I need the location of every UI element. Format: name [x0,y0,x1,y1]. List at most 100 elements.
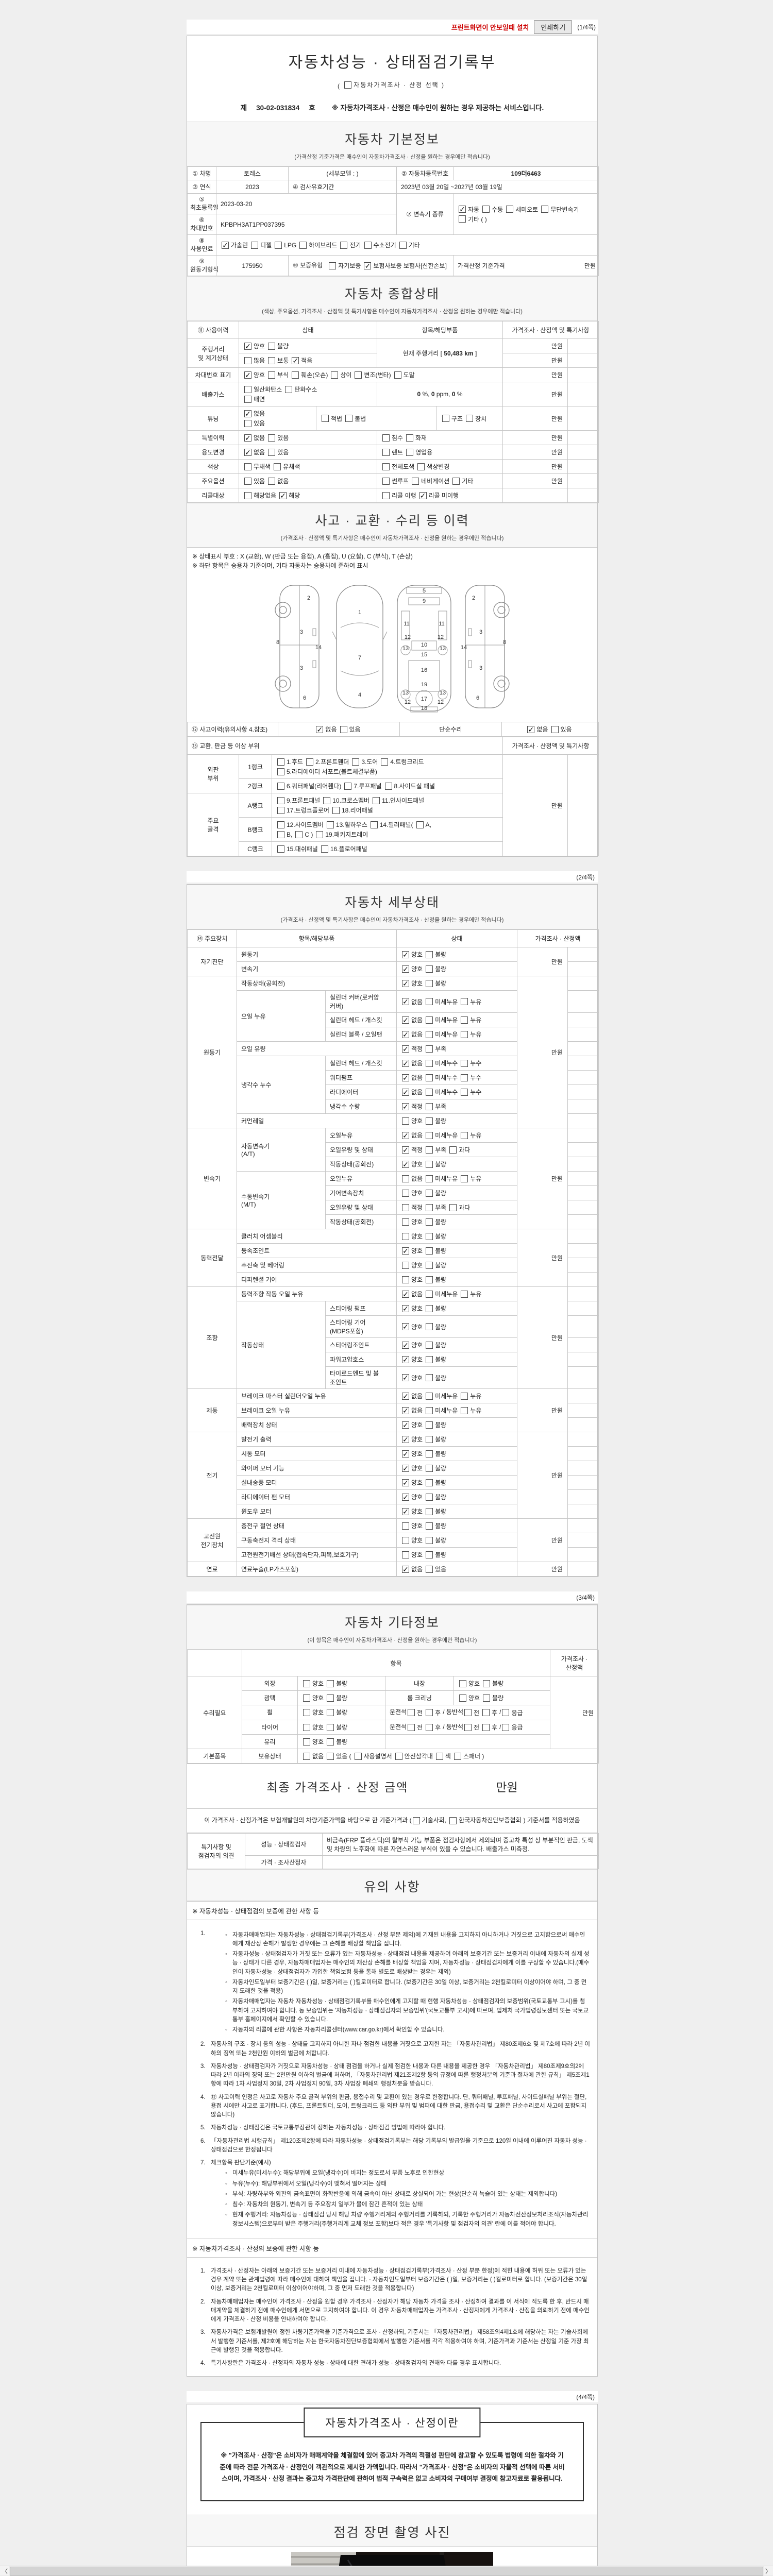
diagram-part-number: 12 [405,634,411,640]
table-cell: 충전구 절연 상태 [236,1518,397,1533]
checkbox-checked: ✓ 없음 [402,1015,423,1024]
table-cell [567,1070,599,1085]
text: 클러치 어셈블리 [241,1233,283,1240]
table-cell: ✓ 없음 미세누유 누유 [396,990,518,1013]
text: 보유상태 [258,1753,281,1760]
text: 주요옵션 [201,478,225,485]
notice-item: 4. 특기사항란은 가격조사 · 산정자의 자동차 성능 · 상태에 대한 견해가… [200,2359,590,2368]
page-marker-strip-2: (2/4쪽) [187,871,598,883]
text: 냉각수 수량 [330,1103,360,1110]
table-cell [567,406,599,431]
diagram-part-number: 3 [300,629,303,635]
label-vin: ⑥ 차대번호 [187,214,216,235]
checkbox-empty: 미세누유 [426,997,458,1006]
checkbox-empty: 불량 [426,1521,446,1530]
text: 충전구 절연 상태 [241,1522,284,1530]
scroll-right-button[interactable]: 〉 [764,2566,773,2575]
checkbox-empty: 일산화탄소 [244,385,282,394]
text: ⑥ 차대번호 [190,216,213,232]
checkbox-checked: ✓ 양호 [402,1435,423,1444]
checkbox-checked: ✓ 양호 [402,1507,423,1516]
horizontal-scrollbar[interactable]: 〈 〉 [0,2566,773,2576]
checkbox-empty: 11.인사이드패널 [373,796,424,805]
group-transmission: 변속기 [187,1128,237,1229]
checkbox-empty: 있음 [268,433,289,442]
table-cell: 양호 불량 [396,1258,518,1273]
checkbox-empty: 불량 [426,979,446,988]
text: 만원 [551,1537,563,1544]
text: ⑧ 사용연료 [190,237,213,252]
caution-band-a: ※ 자동차성능 · 상태점검의 보증에 관한 사항 등 [187,1901,597,1920]
table-cell: 브레이크 마스터 실린더오일 누유 [236,1388,397,1403]
checkbox-empty: 부족 [426,1102,446,1111]
text: 유리 [264,1738,276,1746]
opinion-table-host: 특기사항 및 점검자의 의견 성능 · 상태점검자 비금속(FRP 플라스틱)의 탈부… [187,1833,599,1869]
checkbox-empty: 무단변속기 [541,205,579,214]
table-cell: 오일유량 및 상태 [325,1200,397,1215]
checkbox-empty: 불량 [426,1449,446,1458]
checkbox-empty: 스패너 ) [453,1752,484,1760]
value-vin: KPBPH3AT1PP037395 [216,214,397,235]
text: C랭크 [247,845,263,853]
table-cell [567,1475,599,1490]
text: 2023-03-20 [221,200,253,208]
text: ① 차명 [192,170,211,177]
table-cell: ✓ 없음 있음 [396,1562,518,1577]
rank-table: ⑬ 교환, 판금 등 이상 부위 가격조사 · 산정액 및 특기사항 외판 부위 1랭크… [187,737,599,856]
table-cell: ✓ 양호 불량 [396,1417,518,1432]
text: 색상 [207,463,219,470]
table-cell [567,353,599,368]
label-engine-type: ⑨ 원동기형식 [187,255,219,276]
checkbox-empty: 있음 [340,725,361,734]
section-subtitle: (가격조사 · 산정액 및 특기사항은 매수인이 자동차가격조사 · 산정을 원… [280,535,504,541]
text: / [499,1723,501,1731]
doc-no-suffix: 호 [309,104,315,112]
final-price-band: 최종 가격조사 · 산정 금액 만원 [187,1764,597,1809]
checkbox-empty: 부족 [426,1044,446,1053]
notice-number: 4. [200,2360,206,2367]
checkbox-empty: 불량 [426,1435,446,1444]
table-cell: ✓ 양호 불량 [396,1504,518,1519]
checkbox-checked: ✓ 양호 [402,979,423,988]
checkbox-empty: A, [416,821,431,828]
overall-table: ⑪ 사용이력 상태 항목/해당부품 가격조사 · 산정액 및 특기사항 주행거리 및 계기… [187,321,599,503]
table-cell: ✓ 양호 불량 [396,1446,518,1461]
table-cell: 만원 [502,406,568,431]
checkbox-empty: 후 [426,1723,441,1732]
text: 라디에이터 팬 모터 [241,1494,290,1501]
col-state: 상태 [396,929,518,947]
table-cell: ✓ 양호 불량 [396,961,518,976]
text: 만원 [551,463,563,470]
table-cell [567,754,599,856]
group-brake: 제동 [187,1388,237,1432]
table-cell [384,1734,551,1750]
scroll-left-button[interactable]: 〈 [0,2566,9,2575]
text: 스티어링조인트 [330,1342,370,1349]
section-accident-history: 사고 · 교환 · 수리 등 이력 (가격조사 · 산정액 및 특기사항은 매수… [187,503,597,548]
text: ② 자동차등록번호 [401,170,449,177]
scrollbar-thumb[interactable] [10,2567,763,2576]
notice-number: 2. [200,2298,206,2305]
final-price-unit: 만원 [496,1781,518,1794]
checkbox-empty: 잭 [435,1752,451,1760]
checkbox-empty: C ) [295,831,313,838]
table-cell [567,947,599,962]
table-cell: 양호 불량 [297,1719,385,1735]
text: (A/T) [241,1150,255,1158]
install-hint-link[interactable]: 프린트화면이 안보일때 설치 [451,23,529,31]
table-cell [567,1533,599,1548]
table-cell: 실린더 블록 / 오일팬 [325,1027,397,1042]
checkbox-checked: ✓ 없음 [402,1131,423,1140]
checkbox-empty: 불량 [483,1693,503,1702]
checkbox-empty: 있음 [268,448,289,456]
table-cell: 브레이크 오일 누유 [236,1403,397,1418]
section-title: 자동차 종합상태 [345,287,440,301]
print-button[interactable]: 인쇄하기 [534,20,573,34]
table-cell: 만원 [502,459,568,474]
text: 0 [417,391,421,398]
text: 1랭크 [248,763,263,771]
value-submodel: (세부모델 : ) [288,166,397,180]
table-cell: 오일 유량 [236,1041,397,1056]
diagram-part-number: 15 [421,652,427,658]
diagram-part-number: 16 [421,667,427,673]
